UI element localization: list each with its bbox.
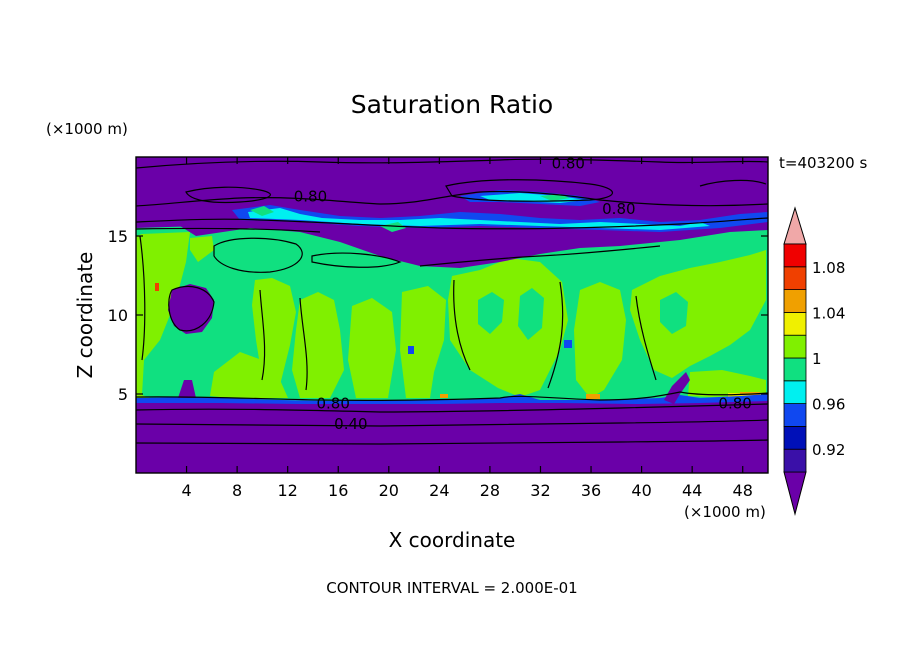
x-tick-label: 32 bbox=[530, 481, 550, 500]
colorbar: 0.92 0.96 1 1.04 1.08 bbox=[783, 206, 845, 516]
colorbar-swatch bbox=[783, 266, 807, 290]
left-plume bbox=[178, 380, 196, 398]
contour-label: 0.80 bbox=[552, 154, 585, 172]
y-tick-label: 5 bbox=[118, 385, 128, 404]
contour-labels: 0.80 0.80 0.80 0.80 0.40 0.80 bbox=[294, 154, 752, 433]
x-tick-label: 44 bbox=[682, 481, 702, 500]
colorbar-swatch bbox=[783, 448, 807, 473]
x-axis-ticks: 4 8 12 16 20 24 28 32 36 40 44 48 bbox=[181, 157, 753, 500]
x-tick-label: 12 bbox=[278, 481, 298, 500]
dry-intrusion-upper bbox=[180, 220, 768, 268]
y-tick-label: 10 bbox=[108, 306, 128, 325]
dry-bubble-left bbox=[168, 284, 214, 334]
time-label: t=403200 s bbox=[779, 154, 867, 172]
colorbar-swatch bbox=[783, 380, 807, 404]
colorbar-label: 0.92 bbox=[812, 441, 845, 459]
x-tick-label: 24 bbox=[429, 481, 449, 500]
near-saturated-islands bbox=[158, 288, 688, 372]
colorbar-swatch bbox=[783, 425, 807, 450]
x-tick-label: 20 bbox=[379, 481, 399, 500]
colorbar-label: 1.04 bbox=[812, 304, 845, 322]
contour-label: 0.80 bbox=[718, 394, 751, 412]
colorbar-swatch bbox=[783, 334, 807, 359]
colorbar-swatch bbox=[783, 357, 807, 382]
contour-label: 0.80 bbox=[294, 188, 327, 206]
x-tick-label: 4 bbox=[181, 481, 191, 500]
y-axis-unit: (×1000 m) bbox=[46, 120, 128, 138]
contour-label: 0.40 bbox=[334, 415, 367, 433]
right-plume bbox=[664, 372, 690, 404]
supersaturated-patches bbox=[136, 232, 766, 398]
colorbar-extend-max bbox=[783, 206, 807, 245]
colorbar-label: 0.96 bbox=[812, 396, 845, 414]
y-tick-label: 15 bbox=[108, 227, 128, 246]
x-tick-label: 8 bbox=[232, 481, 242, 500]
x-tick-label: 36 bbox=[581, 481, 601, 500]
x-tick-label: 48 bbox=[733, 481, 753, 500]
contour-label: 0.80 bbox=[602, 200, 635, 218]
colorbar-swatch bbox=[783, 403, 807, 427]
x-axis-unit: (×1000 m) bbox=[684, 503, 766, 521]
chart-title: Saturation Ratio bbox=[351, 90, 553, 119]
colorbar-label: 1.08 bbox=[812, 259, 845, 277]
x-axis-label: X coordinate bbox=[389, 528, 516, 552]
y-axis-ticks: 5 10 15 bbox=[108, 227, 768, 404]
contour-lines bbox=[136, 158, 768, 445]
x-tick-label: 40 bbox=[631, 481, 651, 500]
contour-label: 0.80 bbox=[316, 394, 349, 412]
y-axis-label: Z coordinate bbox=[73, 252, 97, 379]
x-tick-label: 28 bbox=[480, 481, 500, 500]
lower-layer-edge bbox=[136, 394, 768, 405]
colorbar-label: 1 bbox=[812, 350, 822, 368]
lower-layer-dry bbox=[136, 401, 768, 473]
colorbar-swatch bbox=[783, 289, 807, 313]
colorbar-extend-min bbox=[783, 471, 807, 516]
contour-interval-note: CONTOUR INTERVAL = 2.000E-01 bbox=[326, 579, 577, 597]
heatmap-field bbox=[136, 157, 768, 473]
x-tick-label: 16 bbox=[328, 481, 348, 500]
colorbar-swatch bbox=[783, 243, 807, 268]
colorbar-swatch bbox=[783, 311, 807, 336]
